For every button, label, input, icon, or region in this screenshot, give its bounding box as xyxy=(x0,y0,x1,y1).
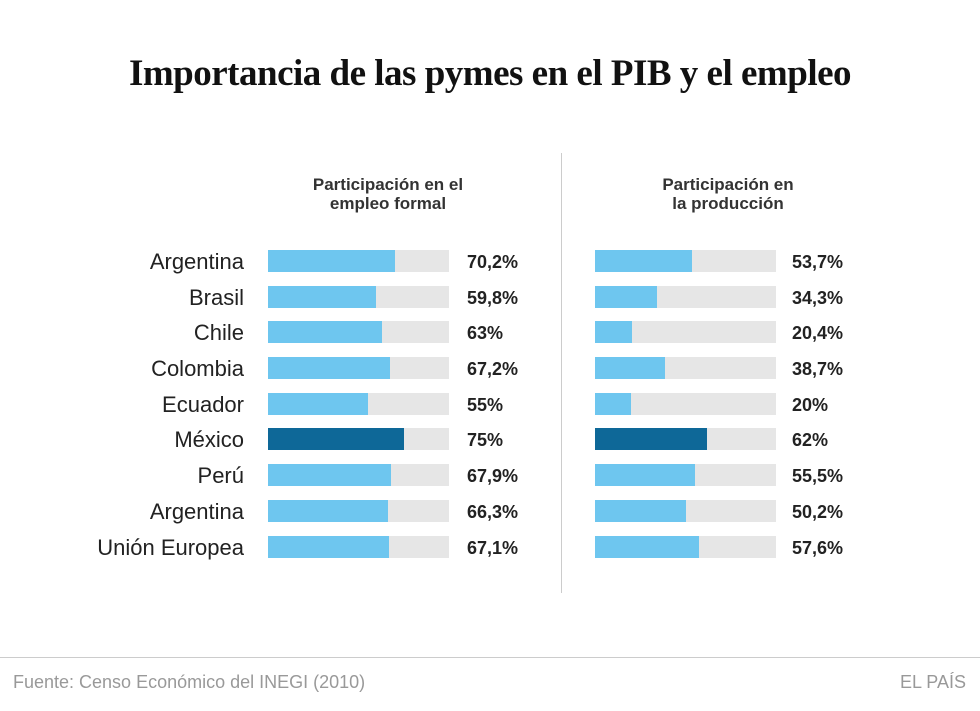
bar-employment xyxy=(268,357,390,380)
bar-employment xyxy=(268,321,383,344)
value-label-employment: 70,2% xyxy=(467,252,519,272)
bar-employment xyxy=(268,428,404,451)
value-label-production: 20,4% xyxy=(792,323,844,344)
bar-track-production xyxy=(595,285,776,308)
value-label-employment: 67,2% xyxy=(467,359,519,380)
bar-employment xyxy=(268,392,368,415)
bar-track-employment xyxy=(268,464,449,487)
bar-rows: Argentina 70,2% 53,7% Brasil 59,8% 34,3% Chile… xyxy=(0,244,980,565)
bar-track-production xyxy=(595,357,776,380)
value-label-employment: 63% xyxy=(467,323,504,344)
footer-divider xyxy=(0,657,980,658)
category-label: Argentina xyxy=(149,249,244,274)
bar-production xyxy=(595,392,632,415)
bar-production xyxy=(595,535,700,558)
bar-track-employment xyxy=(268,535,449,558)
bar-track-employment xyxy=(268,499,449,522)
category-label: Ecuador xyxy=(162,391,244,417)
value-label-employment: 66,3% xyxy=(467,501,519,522)
value-label-production: 50,2% xyxy=(792,501,844,522)
bar-employment xyxy=(268,464,391,487)
category-label: Colombia xyxy=(151,356,244,382)
chart-row: Chile 63% 20,4% xyxy=(0,315,980,351)
bar-production xyxy=(595,499,686,522)
column-divider xyxy=(561,153,562,593)
bar-track-production xyxy=(595,321,776,344)
bar-production xyxy=(595,464,696,487)
chart-title: Importancia de las pymes en el PIB y el … xyxy=(128,53,852,94)
bar-production xyxy=(595,250,693,272)
value-label-production: 62% xyxy=(792,430,829,451)
value-label-production: 34,3% xyxy=(792,287,844,308)
bar-employment xyxy=(268,250,396,272)
column-title-employment: Participación en el empleo formal xyxy=(312,175,464,213)
value-label-production: 53,7% xyxy=(792,252,844,272)
bar-track-employment xyxy=(268,250,449,272)
bar-track-employment xyxy=(268,321,449,344)
bar-track-production xyxy=(595,392,776,415)
chart-row: Argentina 66,3% 50,2% xyxy=(0,494,980,530)
chart-row: Brasil 59,8% 34,3% xyxy=(0,280,980,316)
value-label-production: 20% xyxy=(792,394,829,415)
category-label: Perú xyxy=(197,463,244,489)
brand-logo-text: EL PAÍS xyxy=(899,672,966,692)
category-label: Argentina xyxy=(149,498,244,524)
bar-track-production xyxy=(595,535,776,558)
bar-track-production xyxy=(595,428,776,451)
value-label-employment: 55% xyxy=(467,394,504,415)
bar-production xyxy=(595,321,632,344)
value-label-employment: 75% xyxy=(467,430,504,451)
bar-track-production xyxy=(595,464,776,487)
bar-employment xyxy=(268,535,390,558)
value-label-employment: 59,8% xyxy=(467,287,519,308)
bar-track-employment xyxy=(268,428,449,451)
bar-employment xyxy=(268,285,377,308)
chart-row: Argentina 70,2% 53,7% xyxy=(0,244,980,280)
chart-row: México 75% 62% xyxy=(0,422,980,458)
value-label-production: 57,6% xyxy=(792,537,844,558)
chart-row: Unión Europea 67,1% 57,6% xyxy=(0,530,980,566)
category-label: México xyxy=(174,427,244,453)
source-note: Fuente: Censo Económico del INEGI (2010) xyxy=(13,672,366,692)
category-label: Unión Europea xyxy=(97,534,244,560)
bar-production xyxy=(595,285,658,308)
value-label-employment: 67,1% xyxy=(467,537,519,558)
chart-row: Colombia 67,2% 38,7% xyxy=(0,351,980,387)
bar-track-employment xyxy=(268,392,449,415)
bar-track-employment xyxy=(268,285,449,308)
category-label: Brasil xyxy=(188,284,244,310)
chart-row: Ecuador 55% 20% xyxy=(0,387,980,423)
value-label-employment: 67,9% xyxy=(467,466,519,487)
value-label-production: 38,7% xyxy=(792,359,844,380)
bar-production xyxy=(595,357,666,380)
bar-employment xyxy=(268,499,388,522)
category-label: Chile xyxy=(193,320,244,346)
bar-track-production xyxy=(595,250,776,272)
bar-track-employment xyxy=(268,357,449,380)
bar-production xyxy=(595,428,708,451)
column-title-production: Participación en la producción xyxy=(662,175,794,213)
chart-row: Perú 67,9% 55,5% xyxy=(0,458,980,494)
value-label-production: 55,5% xyxy=(792,466,844,487)
bar-track-production xyxy=(595,499,776,522)
